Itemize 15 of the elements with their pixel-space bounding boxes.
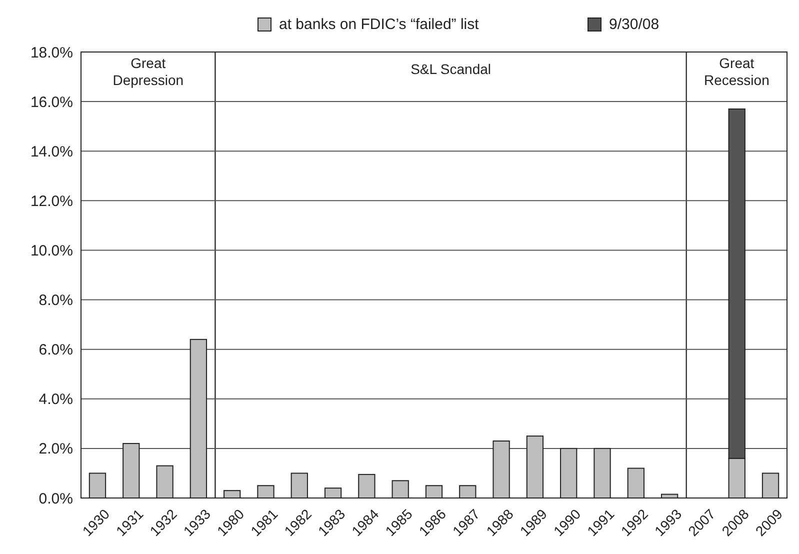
legend-label: at banks on FDIC’s “failed” list <box>279 16 480 33</box>
y-tick-label: 10.0% <box>30 242 73 260</box>
y-tick-label: 18.0% <box>30 44 73 62</box>
y-tick-label: 16.0% <box>30 94 73 111</box>
y-tick-label: 12.0% <box>30 192 73 210</box>
y-tick-label: 6.0% <box>38 342 73 359</box>
band-label: Great Depression <box>112 55 184 88</box>
legend-label: 9/30/08 <box>609 16 660 33</box>
y-tick-label: 8.0% <box>38 292 73 310</box>
band-label: S&L Scandal <box>410 61 492 77</box>
y-tick-label: 14.0% <box>30 143 73 160</box>
y-tick-label: 2.0% <box>38 440 73 458</box>
band-label: Great Recession <box>704 55 770 88</box>
y-tick-label: 0.0% <box>38 490 73 508</box>
y-tick-label: 4.0% <box>38 391 73 408</box>
